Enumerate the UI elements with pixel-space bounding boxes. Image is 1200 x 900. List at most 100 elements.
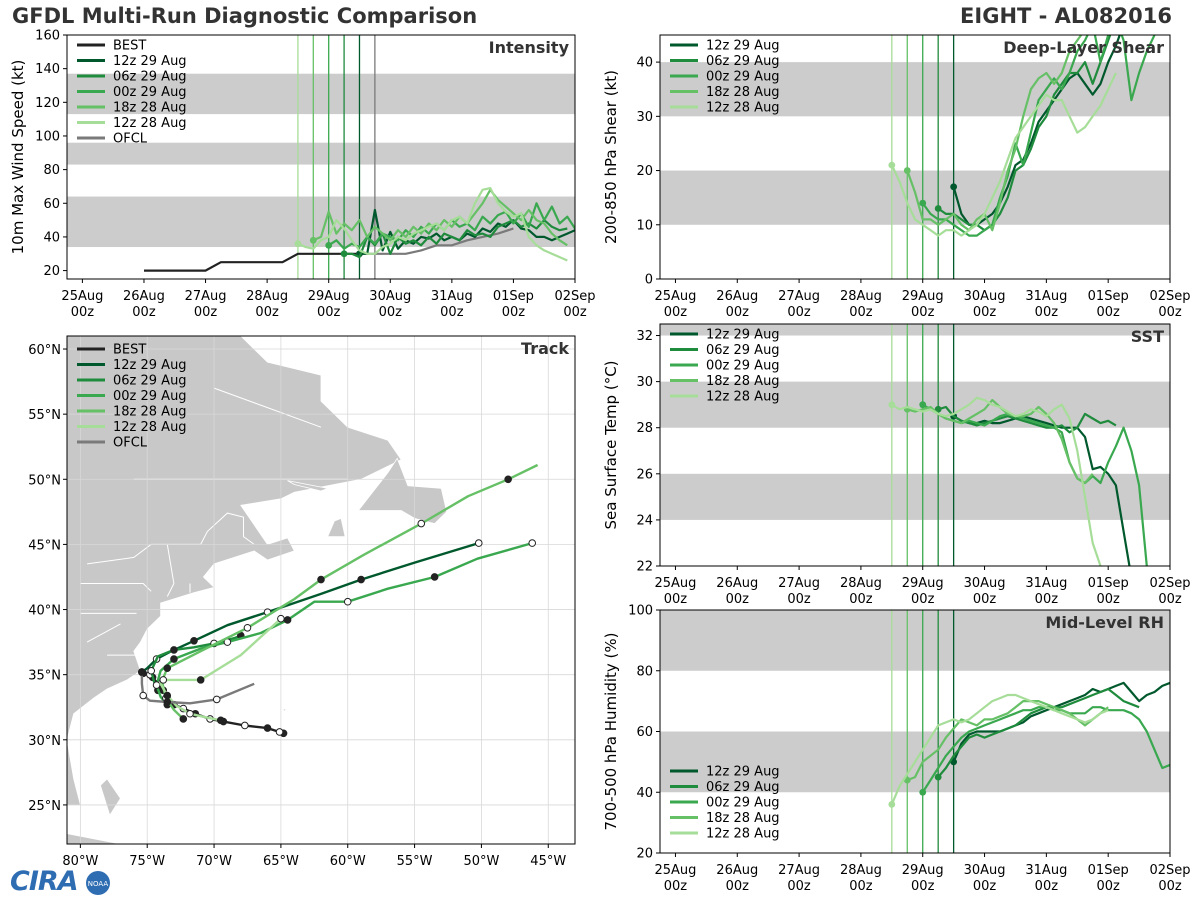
- sst-xtick-label-hour: 00z: [1096, 592, 1120, 607]
- rh-init-point-00z-29-aug: [919, 788, 927, 796]
- rh-xtick-label-hour: 00z: [1158, 879, 1182, 894]
- intensity-xtick-label-date: 26Aug: [123, 289, 165, 304]
- intensity-panel: 2040608010012014016025Aug00z26Aug00z27Au…: [9, 29, 596, 321]
- shear-legend-label: 00z 29 Aug: [706, 70, 780, 85]
- track-point-06z-29-aug: [147, 666, 156, 675]
- rh-panel: 2040608010025Aug00z26Aug00z27Aug00z28Aug…: [602, 604, 1191, 895]
- track-00z-29-aug: [155, 541, 533, 706]
- track-xtick-label: 45°W: [530, 854, 566, 869]
- track-ytick-label: 40°N: [28, 604, 61, 619]
- shear-xtick-label-hour: 00z: [973, 305, 997, 320]
- track-point-12z-28-aug: [163, 691, 172, 700]
- rh-series-12z-29-aug: [952, 681, 1170, 763]
- sst-xtick-label-date: 25Aug: [654, 576, 696, 591]
- shear-xtick-label-hour: 00z: [1096, 305, 1120, 320]
- intensity-ytick-label: 160: [35, 29, 60, 44]
- intensity-ytick-label: 120: [35, 96, 60, 111]
- shear-ytick-label: 30: [636, 110, 653, 125]
- track-point-12z-28-aug: [196, 676, 205, 684]
- border-line-0: [87, 512, 255, 565]
- sst-init-point-00z-29-aug: [919, 401, 927, 409]
- shear-series-group: [888, 35, 1156, 237]
- sst-panel: 22242628303225Aug00z26Aug00z27Aug00z28Au…: [602, 323, 1191, 607]
- track-12z-29-aug: [141, 541, 480, 674]
- track-point-18z-28-aug: [243, 623, 252, 632]
- rh-ytick-label: 80: [636, 664, 653, 679]
- track-point-12z-28-aug: [159, 676, 168, 684]
- sst-ytick-label: 22: [636, 560, 653, 575]
- shear-title: Deep-Layer Shear: [1003, 38, 1164, 57]
- track-legend-label: OFCL: [113, 436, 148, 451]
- sst-legend-label: 18z 28 Aug: [706, 374, 780, 389]
- track-ofcl: [140, 672, 255, 705]
- page-title: GFDL Multi-Run Diagnostic Comparison: [12, 4, 478, 28]
- track-xtick-label: 60°W: [330, 854, 366, 869]
- intensity-legend-label: 06z 29 Aug: [113, 70, 187, 85]
- rh-xtick-label-date: 28Aug: [840, 863, 882, 878]
- track-frame: [66, 335, 576, 845]
- track-legend-label: 12z 28 Aug: [113, 420, 187, 435]
- track-point-00z-29-aug: [170, 655, 178, 663]
- track-title: Track: [521, 339, 569, 358]
- intensity-band-1: [67, 142, 575, 165]
- track-point-18z-28-aug: [163, 664, 172, 672]
- sst-band-0: [660, 473, 1170, 520]
- shear-xtick-label-date: 26Aug: [716, 289, 758, 304]
- shear-init-point-06z-29-aug: [934, 205, 942, 212]
- sst-xtick-label-date: 27Aug: [778, 576, 820, 591]
- sst-xtick-label-hour: 00z: [664, 592, 688, 607]
- intensity-series-12z-28-aug: [297, 187, 568, 262]
- track-point-12z-29-aug: [474, 539, 483, 547]
- track-point-ofcl: [212, 695, 221, 704]
- rh-title: Mid-Level RH: [1045, 613, 1164, 632]
- intensity-ytick-label: 40: [43, 230, 60, 245]
- intensity-xtick-label-date: 30Aug: [369, 289, 411, 304]
- intensity-ytick-label: 60: [43, 197, 60, 212]
- track-point-12z-29-aug: [190, 637, 198, 645]
- track-xtick-label: 50°W: [463, 854, 499, 869]
- shear-ytick-label: 40: [636, 56, 653, 71]
- track-ytick-label: 45°N: [28, 538, 61, 553]
- track-point-best: [241, 721, 249, 730]
- track-point-18z-28-aug: [317, 575, 325, 584]
- rh-xtick-label-date: 01Sep: [1088, 863, 1129, 878]
- shear-ytick-label: 20: [636, 164, 653, 179]
- shear-xtick-label-date: 27Aug: [778, 289, 820, 304]
- intensity-xtick-label-date: 31Aug: [431, 289, 473, 304]
- border-line-6: [166, 544, 175, 597]
- intensity-xtick-label-hour: 00z: [71, 305, 95, 320]
- rh-legend-label: 06z 29 Aug: [706, 780, 780, 795]
- track-point-12z-29-aug: [357, 575, 365, 584]
- border-line-2: [213, 387, 322, 428]
- land-shape-3: [287, 480, 330, 492]
- rh-xtick-label-hour: 00z: [726, 879, 750, 894]
- rh-ytick-label: 20: [636, 847, 653, 862]
- border-line-5: [80, 583, 152, 592]
- shear-legend-label: 06z 29 Aug: [706, 54, 780, 69]
- sst-xtick-label-date: 29Aug: [902, 576, 944, 591]
- track-point-18z-28-aug: [417, 519, 426, 528]
- rh-band-1: [660, 610, 1170, 671]
- land-shape-2: [327, 517, 346, 537]
- rh-legend-label: 12z 28 Aug: [706, 827, 780, 842]
- logo-text: CIRA: [10, 866, 79, 897]
- sst-ytick-label: 26: [636, 467, 653, 482]
- track-ytick-label: 25°N: [28, 799, 61, 814]
- shear-xtick-label-hour: 00z: [849, 305, 873, 320]
- shear-xtick-label-hour: 00z: [1158, 305, 1182, 320]
- intensity-frame: [66, 34, 576, 280]
- intensity-init-point-18z-28-aug: [309, 236, 317, 244]
- rh-ytick-label: 40: [636, 786, 653, 801]
- rh-xtick-label-hour: 00z: [1096, 879, 1120, 894]
- sst-xtick-label-hour: 00z: [1158, 592, 1182, 607]
- shear-xtick-label-date: 30Aug: [964, 289, 1006, 304]
- land-shape-6: [281, 707, 287, 712]
- shear-series-06z-29-aug: [937, 35, 1112, 232]
- shear-xtick-label-hour: 00z: [664, 305, 688, 320]
- shear-init-point-12z-28-aug: [888, 161, 896, 169]
- shear-series-12z-29-aug: [952, 35, 1121, 226]
- track-point-00z-29-aug: [343, 597, 352, 606]
